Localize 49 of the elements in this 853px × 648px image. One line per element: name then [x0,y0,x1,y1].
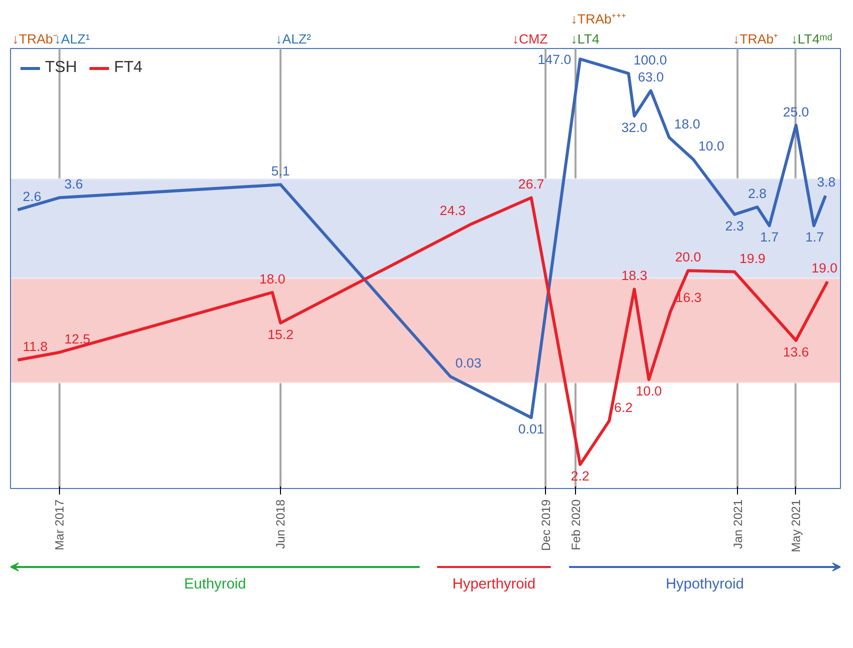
data-label: 2.2 [570,468,590,484]
data-label: 2.3 [725,218,744,234]
data-label: 1.7 [760,230,779,245]
text: ↓LT4 [570,32,600,47]
legend-label: FT4 [114,59,142,77]
text: Euthyroid [184,576,246,592]
data-label: 63.0 [638,70,664,85]
x-tick-label: Mar 2017 [52,499,66,550]
data-label: 10.0 [636,384,662,399]
x-tick-label: May 2021 [788,499,803,552]
data-label: 100.0 [634,52,667,68]
text: ↓TRAb⁺ [732,32,779,47]
data-label: 25.0 [783,104,809,120]
text: Hyperthyroid [452,576,536,592]
data-label: 3.6 [64,176,83,192]
text: ↓LT4ᵐᵈ [790,32,832,47]
data-label: 19.0 [811,260,838,276]
data-label: 1.7 [805,230,824,245]
data-label: 2.8 [748,186,767,202]
text: ↓ALZ² [276,32,312,47]
data-label: 16.3 [676,290,702,305]
x-tick-label: Jun 2018 [274,499,288,549]
text: Hypothyroid [666,576,744,592]
data-label: 0.01 [518,422,544,437]
data-label: 3.8 [816,174,836,190]
data-label: 18.0 [259,271,286,286]
x-tick-label: Feb 2020 [568,499,583,550]
data-label: 6.2 [614,400,633,415]
data-label: 26.7 [518,176,544,192]
data-label: 10.0 [698,138,724,154]
data-label: 24.3 [440,202,466,218]
data-label: 2.6 [22,188,42,204]
text: ↓TRAb⁺⁺⁺ [570,11,627,26]
data-label: 15.2 [268,326,294,342]
data-label: 13.6 [783,344,809,360]
data-label: 12.5 [64,331,90,346]
data-label: 19.9 [740,250,766,266]
data-label: 11.8 [22,338,48,354]
data-label: 5.1 [271,164,290,179]
x-tick-label: Dec 2019 [538,499,553,551]
data-label: 0.03 [455,356,482,371]
legend-label: TSH [45,59,77,77]
x-tick-label: Jan 2021 [730,499,745,549]
data-label: 18.3 [621,268,648,284]
data-label: 32.0 [621,120,648,136]
data-label: 18.0 [674,116,700,132]
data-label: 20.0 [675,250,702,265]
text: ↓CMZ [512,32,548,47]
data-label: 147.0 [538,52,572,68]
